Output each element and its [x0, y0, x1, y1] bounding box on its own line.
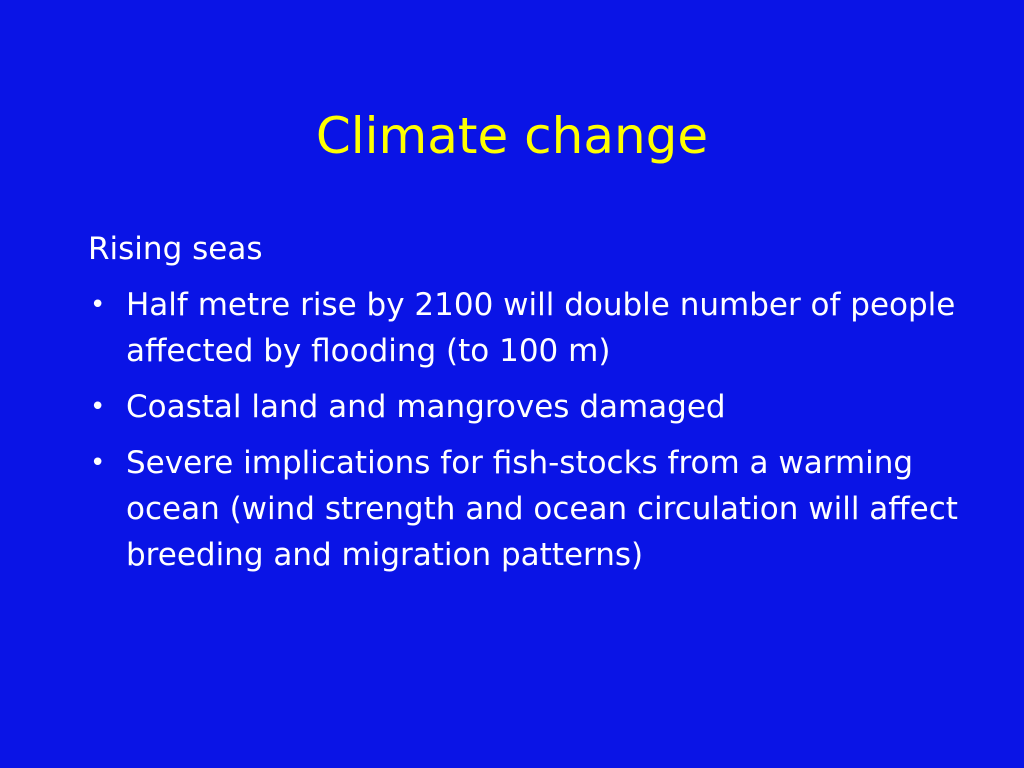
bullet-item: • Half metre rise by 2100 will double nu… [88, 282, 968, 374]
bullet-item: • Coastal land and mangroves damaged [88, 384, 968, 430]
bullet-item: • Severe implications for fish-stocks fr… [88, 440, 968, 578]
bullet-text: Half metre rise by 2100 will double numb… [126, 287, 956, 369]
bullet-text: Severe implications for fish-stocks from… [126, 445, 958, 573]
bullet-text: Coastal land and mangroves damaged [126, 389, 726, 425]
bullet-list: • Half metre rise by 2100 will double nu… [88, 282, 968, 578]
bullet-icon: • [90, 392, 106, 422]
bullet-icon: • [90, 448, 106, 478]
slide-title: Climate change [315, 107, 709, 165]
slide-body: Rising seas • Half metre rise by 2100 wi… [88, 226, 968, 588]
bullet-icon: • [90, 290, 106, 320]
subheading: Rising seas [88, 231, 263, 267]
